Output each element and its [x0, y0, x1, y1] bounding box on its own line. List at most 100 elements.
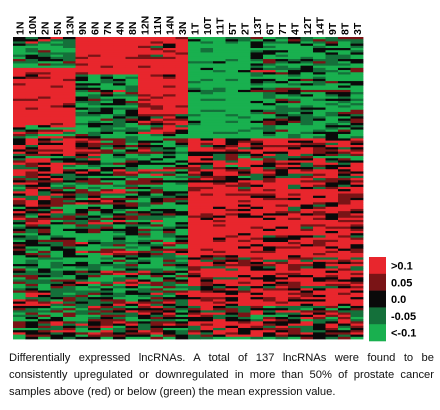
- heatmap-cell: [288, 78, 301, 82]
- heatmap-cell: [175, 288, 189, 291]
- heatmap-cell: [163, 191, 176, 194]
- heatmap-cell: [100, 189, 114, 192]
- heatmap-cell: [13, 259, 26, 263]
- heatmap-cell: [238, 308, 251, 311]
- heatmap-cell: [138, 239, 151, 243]
- heatmap-cell: [63, 127, 76, 130]
- heatmap-cell: [38, 259, 51, 263]
- heatmap-cell: [238, 259, 251, 263]
- heatmap-cell: [300, 316, 314, 320]
- heatmap-cell: [75, 200, 89, 203]
- heatmap-cell: [175, 257, 189, 261]
- heatmap-cell: [50, 156, 64, 159]
- heatmap-cell: [250, 76, 264, 80]
- heatmap-cell: [300, 41, 314, 45]
- heatmap-cell: [50, 301, 64, 305]
- heatmap-cell: [350, 266, 364, 269]
- heatmap-cell: [188, 74, 201, 78]
- heatmap-cell: [100, 105, 114, 108]
- heatmap-cell: [300, 171, 314, 175]
- heatmap-cell: [25, 230, 39, 234]
- heatmap-cell: [100, 65, 114, 69]
- heatmap-cell: [238, 286, 251, 289]
- heatmap-cell: [125, 275, 139, 278]
- heatmap-cell: [75, 107, 89, 111]
- heatmap-cell: [100, 164, 114, 168]
- heatmap-cell: [13, 270, 26, 274]
- heatmap-cell: [250, 120, 264, 124]
- heatmap-cell: [125, 83, 139, 86]
- heatmap-cell: [250, 59, 264, 62]
- heatmap-cell: [288, 120, 301, 124]
- heatmap-cell: [163, 186, 176, 190]
- heatmap-cell: [225, 321, 239, 324]
- heatmap-cell: [263, 290, 276, 294]
- heatmap-cell: [263, 321, 276, 324]
- heatmap-cell: [188, 133, 201, 137]
- heatmap-cell: [200, 175, 214, 179]
- heatmap-cell: [100, 76, 114, 80]
- heatmap-cell: [275, 290, 289, 294]
- heatmap-cell: [200, 250, 214, 254]
- heatmap-cell: [288, 83, 301, 86]
- heatmap-cell: [63, 321, 76, 324]
- heatmap-cell: [275, 136, 289, 139]
- heatmap-cell: [100, 292, 114, 296]
- heatmap-cell: [125, 266, 139, 269]
- heatmap-cell: [275, 76, 289, 80]
- heatmap-cell: [75, 197, 89, 201]
- heatmap-cell: [250, 116, 264, 119]
- heatmap-cell: [125, 204, 139, 208]
- heatmap-cell: [300, 180, 314, 183]
- heatmap-cell: [150, 301, 164, 305]
- heatmap-cell: [200, 248, 214, 252]
- heatmap-cell: [200, 275, 214, 278]
- heatmap-cell: [263, 244, 276, 247]
- heatmap-cell: [13, 200, 26, 203]
- heatmap-cell: [188, 197, 201, 201]
- heatmap-cell: [88, 226, 101, 230]
- column-label: 8T: [339, 22, 351, 35]
- heatmap-cell: [300, 186, 314, 190]
- heatmap-cell: [113, 283, 126, 287]
- heatmap-cell: [125, 294, 139, 298]
- heatmap-cell: [238, 200, 251, 203]
- heatmap-cell: [225, 184, 239, 188]
- heatmap-cell: [25, 167, 39, 170]
- heatmap-cell: [63, 202, 76, 205]
- heatmap-cell: [338, 244, 351, 247]
- heatmap-cell: [225, 162, 239, 166]
- heatmap-cell: [125, 178, 139, 181]
- heatmap-cell: [50, 122, 64, 126]
- heatmap-cell: [338, 211, 351, 214]
- heatmap-cell: [263, 275, 276, 278]
- heatmap-cell: [175, 52, 189, 56]
- heatmap-cell: [25, 303, 39, 307]
- heatmap-cell: [113, 48, 126, 51]
- heatmap-cell: [138, 160, 151, 164]
- heatmap-cell: [300, 272, 314, 276]
- heatmap-cell: [250, 217, 264, 221]
- heatmap-cell: [63, 286, 76, 289]
- heatmap-cell: [13, 294, 26, 298]
- heatmap-cell: [163, 129, 176, 133]
- heatmap-cell: [125, 111, 139, 115]
- heatmap-cell: [250, 255, 264, 258]
- heatmap-cell: [63, 204, 76, 208]
- heatmap-cell: [38, 89, 51, 93]
- heatmap-cell: [225, 122, 239, 126]
- heatmap-cell: [325, 272, 339, 276]
- heatmap-cell: [125, 189, 139, 192]
- heatmap-cell: [13, 70, 26, 73]
- heatmap-cell: [325, 158, 339, 161]
- heatmap-cell: [150, 208, 164, 212]
- heatmap-cell: [38, 184, 51, 188]
- heatmap-cell: [175, 81, 189, 84]
- heatmap-cell: [88, 48, 101, 51]
- heatmap-cell: [350, 98, 364, 102]
- heatmap-cell: [200, 67, 214, 71]
- heatmap-cell: [325, 195, 339, 199]
- heatmap-cell: [313, 182, 326, 186]
- heatmap-cell: [125, 52, 139, 56]
- heatmap-cell: [288, 151, 301, 155]
